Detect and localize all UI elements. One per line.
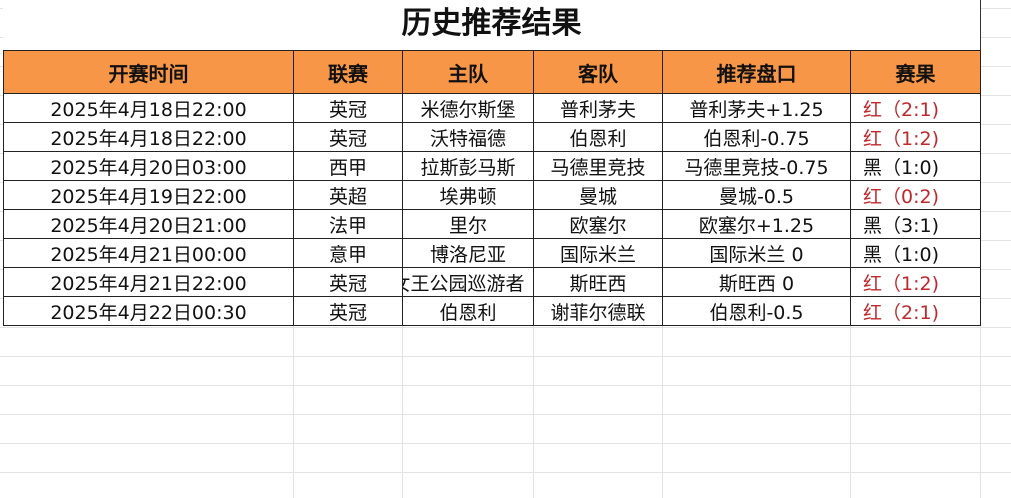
cell-pick[interactable]: 斯旺西 0 [662,267,851,297]
cell-result[interactable]: 红（2:1) [850,93,981,123]
cell-away[interactable]: 曼城 [533,180,663,210]
cell-league[interactable]: 西甲 [293,151,403,181]
header-row: 开赛时间 联赛 主队 客队 推荐盘口 赛果 [3,50,981,94]
header-result[interactable]: 赛果 [850,50,981,94]
cell-league[interactable]: 英超 [293,180,403,210]
cell-away[interactable]: 伯恩利 [533,122,663,152]
cell-pick[interactable]: 普利茅夫+1.25 [662,93,851,123]
table-row: 2025年4月20日21:00 法甲 里尔 欧塞尔 欧塞尔+1.25 黑（3:1) [3,209,981,239]
table-row: 2025年4月20日03:00 西甲 拉斯彭马斯 马德里竞技 马德里竞技-0.75 黑（1… [3,151,981,181]
cell-pick[interactable]: 伯恩利-0.5 [662,296,851,326]
cell-text: 女王公园巡游者 [402,272,525,295]
cell-home[interactable]: 埃弗顿 [402,180,534,210]
cell-pick[interactable]: 伯恩利-0.75 [662,122,851,152]
cell-pick[interactable]: 欧塞尔+1.25 [662,209,851,239]
cell-time[interactable]: 2025年4月21日22:00 [3,267,294,297]
header-pick[interactable]: 推荐盘口 [662,50,851,94]
cell-home[interactable]: 沃特福德 [402,122,534,152]
cell-away[interactable]: 斯旺西 [533,267,663,297]
cell-result[interactable]: 红（2:1) [850,296,981,326]
cell-league[interactable]: 英冠 [293,296,403,326]
table-row: 2025年4月22日00:30 英冠 伯恩利 谢菲尔德联 伯恩利-0.5 红（2:1) [3,296,981,326]
cell-time[interactable]: 2025年4月21日00:00 [3,238,294,268]
grid-column-line [980,0,981,498]
cell-away[interactable]: 欧塞尔 [533,209,663,239]
header-time[interactable]: 开赛时间 [3,50,294,94]
cell-result[interactable]: 黑（1:0) [850,151,981,181]
cell-time[interactable]: 2025年4月22日00:30 [3,296,294,326]
cell-result[interactable]: 黑（3:1) [850,209,981,239]
cell-away[interactable]: 谢菲尔德联 [533,296,663,326]
cell-result[interactable]: 红（1:2) [850,122,981,152]
cell-home[interactable]: 米德尔斯堡 [402,93,534,123]
table-row: 2025年4月18日22:00 英冠 沃特福德 伯恩利 伯恩利-0.75 红（1:2) [3,122,981,152]
cell-away[interactable]: 国际米兰 [533,238,663,268]
cell-away[interactable]: 马德里竞技 [533,151,663,181]
table-row: 2025年4月18日22:00 英冠 米德尔斯堡 普利茅夫 普利茅夫+1.25 红（2:1… [3,93,981,123]
cell-result[interactable]: 黑（1:0) [850,238,981,268]
cell-result[interactable]: 红（0:2) [850,180,981,210]
header-away[interactable]: 客队 [533,50,663,94]
header-league[interactable]: 联赛 [293,50,403,94]
cell-home[interactable]: 博洛尼亚 [402,238,534,268]
cell-home[interactable]: 拉斯彭马斯 [402,151,534,181]
cell-home[interactable]: 伯恩利 [402,296,534,326]
cell-league[interactable]: 英冠 [293,93,403,123]
cell-result[interactable]: 红（1:2) [850,267,981,297]
cell-time[interactable]: 2025年4月20日21:00 [3,209,294,239]
header-home[interactable]: 主队 [402,50,534,94]
cell-away[interactable]: 普利茅夫 [533,93,663,123]
cell-league[interactable]: 英冠 [293,267,403,297]
cell-pick[interactable]: 马德里竞技-0.75 [662,151,851,181]
table-row: 2025年4月21日00:00 意甲 博洛尼亚 国际米兰 国际米兰 0 黑（1:0) [3,238,981,268]
cell-league[interactable]: 英冠 [293,122,403,152]
cell-time[interactable]: 2025年4月19日22:00 [3,180,294,210]
cell-time[interactable]: 2025年4月18日22:00 [3,93,294,123]
cell-league[interactable]: 意甲 [293,238,403,268]
cell-league[interactable]: 法甲 [293,209,403,239]
cell-pick[interactable]: 国际米兰 0 [662,238,851,268]
title-border [980,0,981,50]
table-row: 2025年4月21日22:00 英冠 女王公园巡游者 斯旺西 斯旺西 0 红（1:2) [3,267,981,297]
cell-time[interactable]: 2025年4月20日03:00 [3,151,294,181]
cell-time[interactable]: 2025年4月18日22:00 [3,122,294,152]
cell-home[interactable]: 女王公园巡游者 [402,267,534,297]
table-row: 2025年4月19日22:00 英超 埃弗顿 曼城 曼城-0.5 红（0:2) [3,180,981,210]
results-table: 开赛时间 联赛 主队 客队 推荐盘口 赛果 2025年4月18日22:00 英冠米… [3,50,981,326]
sheet-title[interactable]: 历史推荐结果 [3,0,980,50]
cell-home[interactable]: 里尔 [402,209,534,239]
cell-pick[interactable]: 曼城-0.5 [662,180,851,210]
